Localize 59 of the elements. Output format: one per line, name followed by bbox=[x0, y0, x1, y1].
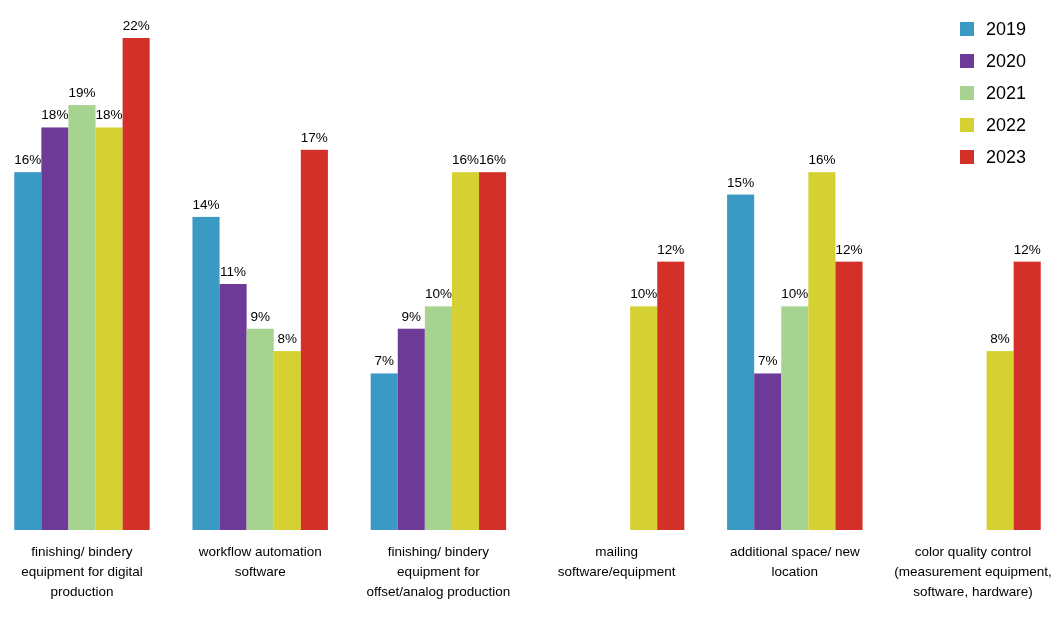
bar bbox=[808, 172, 836, 530]
bar bbox=[95, 127, 123, 530]
bar bbox=[219, 284, 247, 530]
data-label: 16% bbox=[14, 152, 42, 168]
data-label: 22% bbox=[122, 18, 150, 33]
data-label: 10% bbox=[781, 286, 809, 302]
x-tick-label: finishing/ bindery equipment for digital production bbox=[21, 544, 143, 599]
bar bbox=[630, 306, 658, 530]
data-label: 12% bbox=[1013, 241, 1041, 257]
data-label: 7% bbox=[374, 353, 394, 369]
bar bbox=[727, 194, 755, 530]
data-label: 12% bbox=[835, 241, 863, 257]
x-tick-label: color quality control (measurement equipment, software, hardware) bbox=[894, 544, 1052, 599]
data-label: 16% bbox=[451, 152, 479, 168]
legend-label: 2021 bbox=[986, 83, 1027, 103]
data-label: 17% bbox=[300, 129, 328, 145]
bar bbox=[68, 105, 96, 530]
data-label: 11% bbox=[220, 264, 247, 279]
data-label: 9% bbox=[401, 308, 422, 324]
bar bbox=[273, 351, 301, 530]
data-label: 16% bbox=[479, 152, 507, 168]
legend-label: 2023 bbox=[986, 147, 1027, 167]
data-label: 8% bbox=[990, 331, 1010, 347]
bar bbox=[986, 351, 1014, 530]
data-label: 10% bbox=[424, 286, 452, 302]
bar bbox=[192, 216, 220, 530]
x-tick-label: finishing/ bindery equipment for offset/analog production bbox=[366, 544, 511, 599]
data-label: 15% bbox=[727, 174, 755, 190]
legend-label: 2020 bbox=[986, 51, 1027, 71]
bar bbox=[1013, 261, 1041, 530]
bar bbox=[370, 373, 398, 530]
data-label: 14% bbox=[192, 196, 220, 212]
bar bbox=[246, 328, 274, 530]
data-label: 12% bbox=[657, 241, 685, 257]
data-label: 9% bbox=[250, 308, 270, 324]
bar bbox=[754, 373, 782, 530]
data-label: 18% bbox=[41, 107, 69, 123]
bar bbox=[781, 306, 809, 530]
bar bbox=[479, 172, 507, 530]
data-label: 7% bbox=[757, 353, 778, 369]
x-tick-label: mailing software/equipment bbox=[557, 544, 676, 579]
data-label: 10% bbox=[630, 286, 658, 302]
bar bbox=[424, 306, 452, 530]
x-tick-label: additional space/ new location bbox=[729, 544, 860, 579]
data-label: 16% bbox=[808, 152, 836, 168]
data-label: 19% bbox=[68, 85, 96, 101]
bar bbox=[122, 38, 150, 530]
bar bbox=[451, 172, 480, 530]
data-label: 8% bbox=[277, 331, 298, 347]
data-label: 18% bbox=[95, 107, 123, 123]
bar bbox=[657, 261, 685, 530]
bar bbox=[300, 149, 328, 530]
legend-label: 2019 bbox=[986, 19, 1027, 39]
bar bbox=[397, 328, 425, 530]
bar bbox=[835, 261, 863, 530]
bar bbox=[14, 172, 42, 530]
bar bbox=[41, 127, 69, 530]
x-tick-label: workflow automation software bbox=[197, 544, 322, 579]
legend-label: 2022 bbox=[986, 115, 1027, 135]
